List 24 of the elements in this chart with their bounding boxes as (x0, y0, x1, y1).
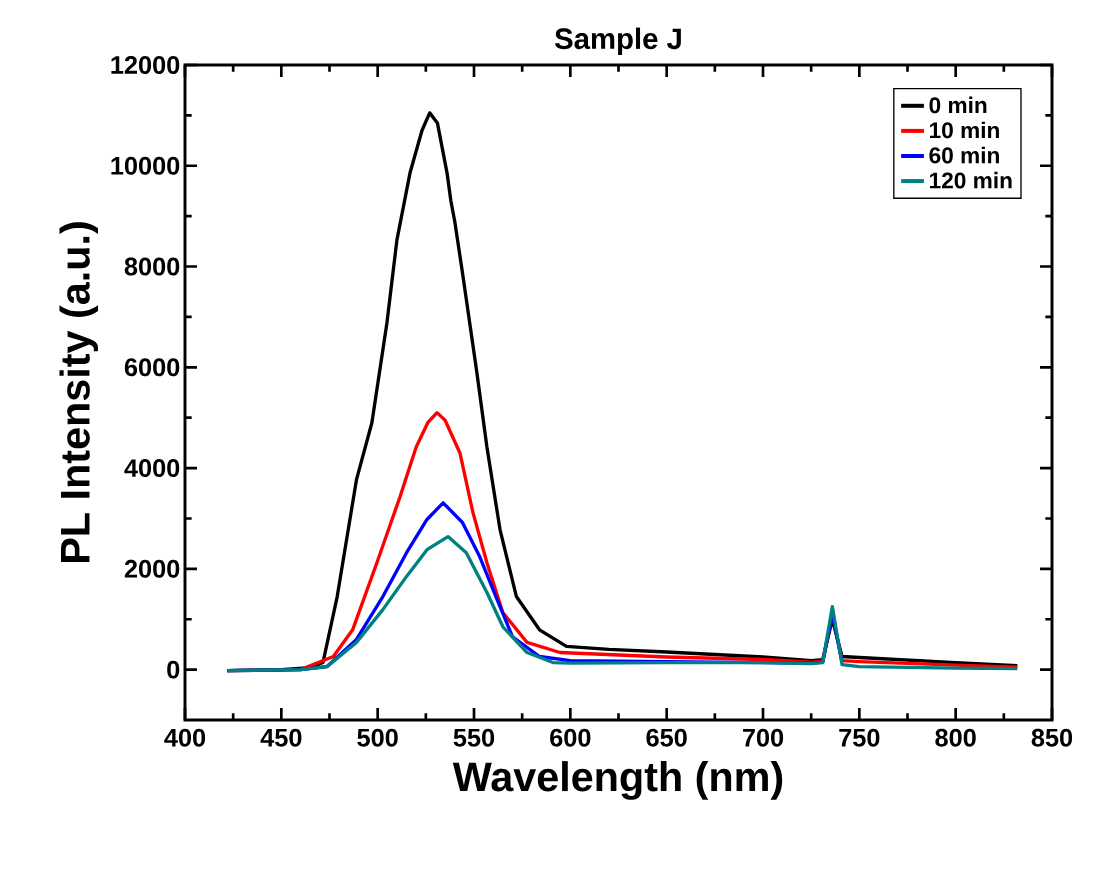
chart-title: Sample J (554, 27, 681, 55)
legend-label: 60 min (929, 146, 999, 164)
x-tick-label: 450 (260, 728, 302, 747)
y-tick-label: 10000 (111, 156, 180, 175)
y-tick-label: 4000 (124, 459, 180, 478)
y-tick-label: 0 (167, 660, 180, 679)
legend-label: 10 min (930, 121, 999, 139)
x-tick-label: 800 (935, 728, 976, 747)
x-tick-label: 400 (164, 728, 206, 747)
y-tick-label: 2000 (124, 559, 180, 578)
y-tick-label: 8000 (124, 257, 180, 276)
x-tick-label: 650 (646, 728, 687, 747)
x-tick-label: 600 (550, 728, 591, 747)
x-tick-label: 500 (357, 728, 398, 747)
y-tick-label: 12000 (111, 56, 180, 74)
legend-label: 120 min (930, 171, 1012, 189)
x-axis-title: Wavelength (nm) (452, 761, 783, 800)
legend-label: 0 min (929, 96, 987, 114)
x-tick-label: 850 (1031, 728, 1073, 747)
y-axis-title: PL Intensity (a.u.) (59, 222, 99, 562)
x-tick-label: 700 (742, 728, 784, 747)
x-tick-label: 550 (453, 728, 495, 747)
y-tick-label: 6000 (124, 358, 180, 377)
x-tick-label: 750 (839, 728, 880, 747)
